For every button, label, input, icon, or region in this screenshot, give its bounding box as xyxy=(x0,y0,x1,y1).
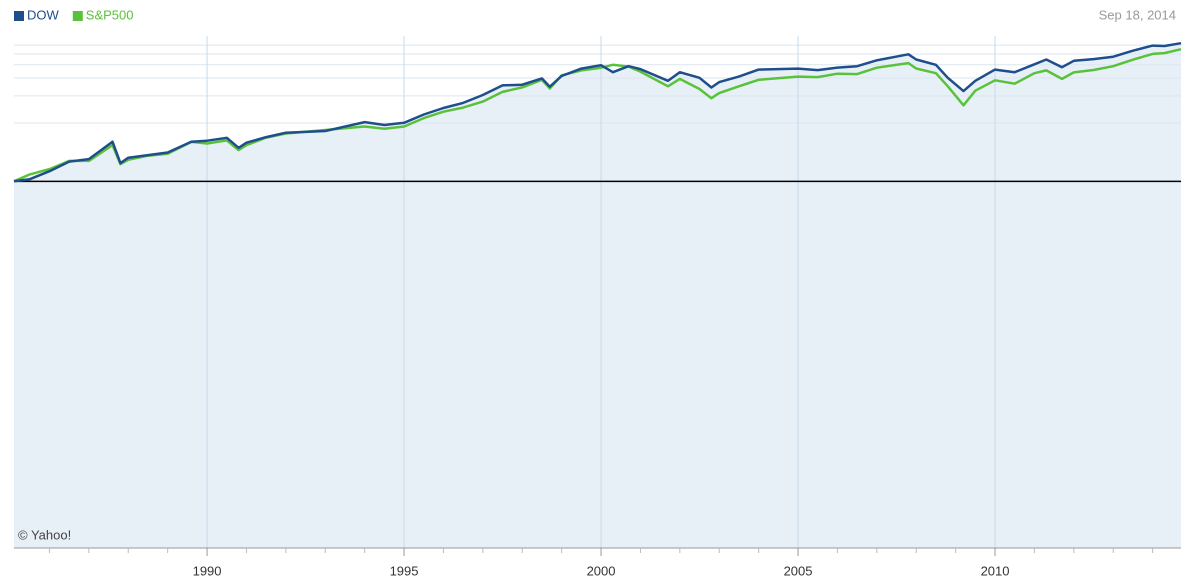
legend-label: DOW xyxy=(27,7,60,22)
credit: © Yahoo! xyxy=(18,527,71,542)
legend-swatch xyxy=(14,11,24,21)
legend-swatch xyxy=(72,11,83,21)
date-label: Sep 18, 2014 xyxy=(1099,7,1176,22)
series-line xyxy=(13,41,1182,183)
x-tick-label: 1995 xyxy=(390,563,419,578)
area xyxy=(14,43,1181,548)
x-tick-label: 2000 xyxy=(587,563,616,578)
legend-label: S&P500 xyxy=(86,7,134,22)
x-tick-label: 2005 xyxy=(784,563,813,578)
x-tick-label: 1990 xyxy=(193,563,222,578)
x-tick-label: 2010 xyxy=(981,563,1010,578)
series-line xyxy=(13,47,1182,183)
